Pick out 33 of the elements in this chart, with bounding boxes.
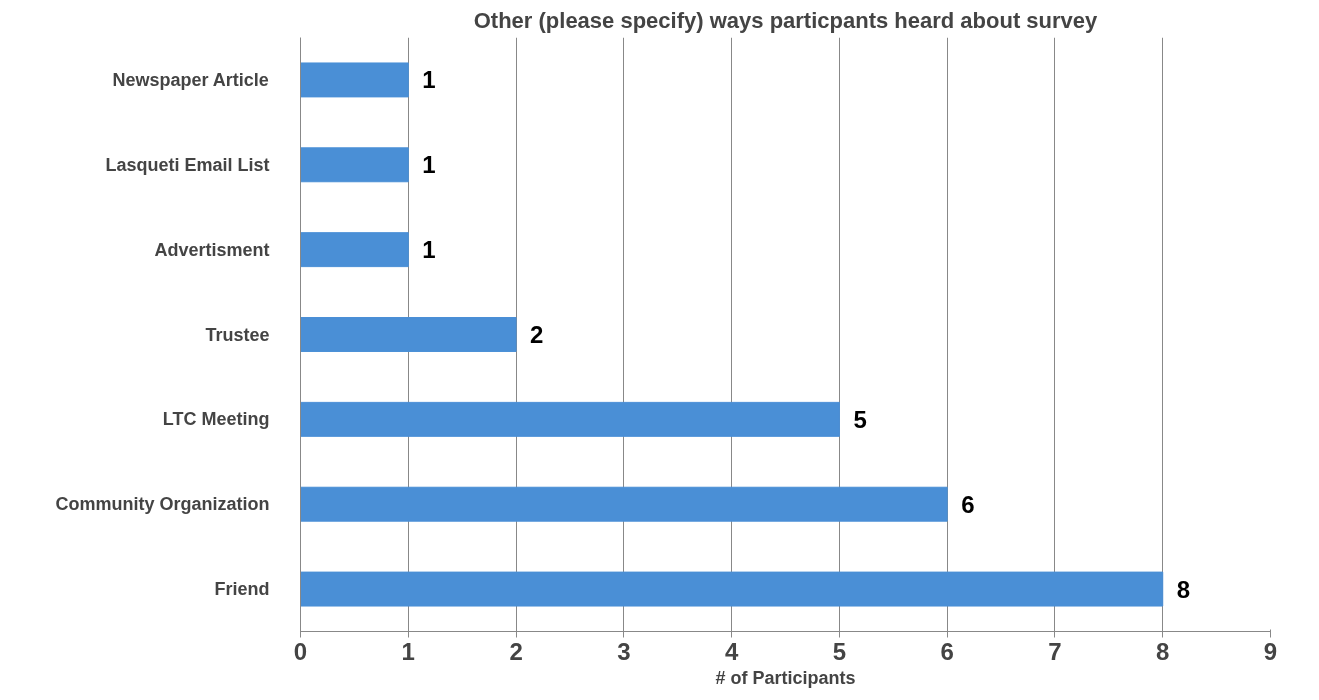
y-tick-label: LTC Meeting (162, 409, 270, 430)
data-label: 1 (422, 151, 436, 179)
x-tick-label: 8 (1156, 637, 1170, 665)
x-tick-label: 3 (617, 637, 631, 665)
y-tick-label: Advertisment (154, 239, 270, 260)
x-tick-label: 2 (509, 637, 523, 665)
y-tick-label: Lasqueti Email List (105, 154, 270, 175)
chart-title: Other (please specify) ways particpants heard about survey (473, 7, 1099, 33)
data-label: 1 (422, 236, 436, 264)
x-tick-label: 6 (940, 637, 954, 665)
x-tick-label: 5 (832, 637, 847, 665)
data-label: 6 (961, 490, 975, 518)
y-tick-label: Community Organization (55, 494, 270, 515)
x-tick-label: 1 (401, 637, 415, 665)
bar (300, 317, 517, 352)
data-label: 2 (530, 321, 544, 348)
data-label: 8 (1176, 575, 1191, 603)
x-axis-title: # of Participants (715, 667, 856, 688)
bar (300, 147, 409, 183)
bar (300, 232, 409, 268)
bar (300, 62, 409, 98)
y-tick-label: Friend (214, 579, 270, 600)
data-label: 5 (853, 405, 867, 433)
bar (300, 486, 948, 522)
x-tick-label: 4 (724, 637, 739, 665)
y-tick-label: Trustee (205, 324, 270, 345)
x-tick-label: 0 (293, 637, 308, 665)
x-tick-label: 9 (1263, 637, 1278, 665)
bar (300, 571, 1164, 607)
bar (300, 401, 840, 437)
x-tick-label: 7 (1048, 637, 1062, 665)
y-tick-label: Newspaper Article (112, 69, 269, 90)
data-label: 1 (422, 66, 436, 94)
